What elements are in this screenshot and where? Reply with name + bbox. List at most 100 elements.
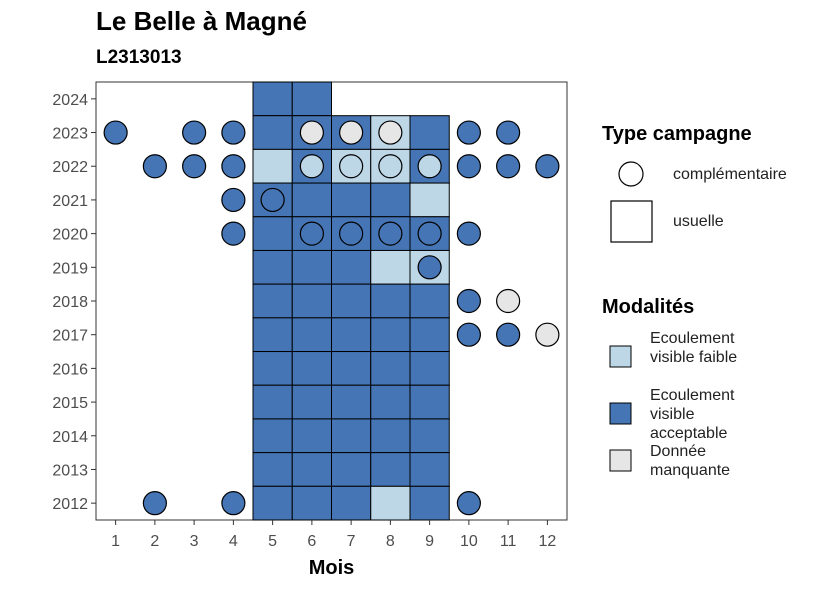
point-2018-10 [456,288,481,314]
point-2022-9 [417,154,442,179]
tile-2018-5 [252,283,293,319]
tile-2020-5 [252,216,293,251]
tile-2022-5 [252,148,293,184]
point-2020-6 [299,221,324,246]
y-tick-label-2024: 2024 [52,92,88,109]
legend-type-item-complementaire: complémentaire [673,166,787,183]
tile-2019-6 [291,249,332,285]
tile-2012-6 [291,485,332,521]
point-2022-6 [299,154,324,179]
point-2022-11 [496,154,521,179]
x-tick-label-3: 3 [190,533,199,550]
tile-2016-6 [291,351,332,386]
point-2020-8 [378,221,403,246]
tile-2021-6 [291,182,332,218]
point-2012-10 [456,491,481,516]
point-2023-3 [182,120,207,145]
point-2017-12 [535,322,560,347]
y-tick-label-2021: 2021 [52,193,88,210]
tile-2013-6 [291,452,332,487]
y-tick-label-2013: 2013 [52,462,88,479]
tile-2017-7 [331,317,372,353]
x-tick-label-7: 7 [347,533,356,550]
point-2023-11 [496,120,521,145]
tile-2015-5 [252,384,293,420]
point-2012-2 [142,491,167,516]
point-2021-4 [221,187,246,213]
legend-key-acceptable [609,402,632,425]
tile-2015-8 [370,384,411,420]
tile-2019-5 [252,249,293,285]
tile-2015-6 [291,384,332,420]
x-tick-label-5: 5 [268,533,277,550]
tile-2014-9 [409,418,450,454]
x-tick-label-9: 9 [425,533,434,550]
point-2022-7 [339,154,364,179]
point-2017-10 [456,322,481,347]
x-tick-label-4: 4 [229,533,238,550]
tile-2016-5 [252,351,293,386]
legend-type-keys [610,161,653,243]
point-2023-1 [103,120,128,145]
y-tick-label-2018: 2018 [52,294,88,311]
legend-modalites-keys [609,345,632,472]
point-2020-7 [339,221,364,246]
point-2023-6 [299,120,324,145]
tile-2014-5 [252,418,293,454]
point-2020-4 [221,221,246,246]
point-2022-2 [142,154,167,179]
x-tick-label-8: 8 [386,533,395,550]
y-tick-label-2014: 2014 [52,429,88,446]
legend-type-item-usuelle: usuelle [673,213,724,230]
y-tick-label-2012: 2012 [52,496,88,513]
tile-2014-8 [370,418,411,454]
tile-2021-7 [331,182,372,218]
point-2012-4 [221,491,246,516]
legend-modalite-acceptable: Ecoulement visible acceptable [650,387,735,442]
tile-2012-9 [409,485,450,521]
tile-2018-6 [291,283,332,319]
legend-modalite-manquante: Donnée manquante [650,443,731,479]
point-2019-9 [417,255,442,280]
tile-2019-8 [370,249,411,285]
y-tick-label-2019: 2019 [52,260,88,277]
tile-2013-7 [331,452,372,487]
legend-key-manquante [609,449,632,472]
x-tick-label-6: 6 [307,533,316,550]
tile-2017-9 [409,317,450,353]
tile-2023-5 [252,115,293,150]
tile-2017-6 [291,317,332,353]
point-2022-10 [456,154,481,179]
y-tick-label-2017: 2017 [52,328,88,345]
legend-circle-key [618,161,644,187]
point-2023-4 [221,120,246,145]
point-2021-5 [260,187,285,213]
tile-2015-7 [331,384,372,420]
y-tick-label-2015: 2015 [52,395,88,412]
point-2022-12 [535,154,560,179]
y-tick-label-2023: 2023 [52,126,88,143]
x-tick-label-12: 12 [538,533,556,550]
tile-2014-6 [291,418,332,454]
x-axis-title: Mois [309,557,355,579]
tile-2021-9 [409,182,450,218]
tile-2013-5 [252,452,293,487]
point-2023-8 [378,120,403,145]
legend-modalite-faible: Ecoulement visible faible [650,330,738,366]
tile-2016-8 [370,351,411,386]
tile-2016-9 [409,351,450,386]
tile-2017-5 [252,317,293,353]
tile-2017-8 [370,317,411,353]
x-tick-label-11: 11 [500,533,517,550]
tile-2021-8 [370,182,411,218]
tile-2012-8 [370,485,411,521]
tile-2014-7 [331,418,372,454]
point-2022-3 [182,154,207,179]
legend-type-title: Type campagne [602,123,752,145]
tile-2018-9 [409,283,450,319]
tile-2015-9 [409,384,450,420]
y-tick-label-2020: 2020 [52,227,88,244]
legend-square-key [610,200,653,243]
tile-2024-5 [252,81,293,117]
